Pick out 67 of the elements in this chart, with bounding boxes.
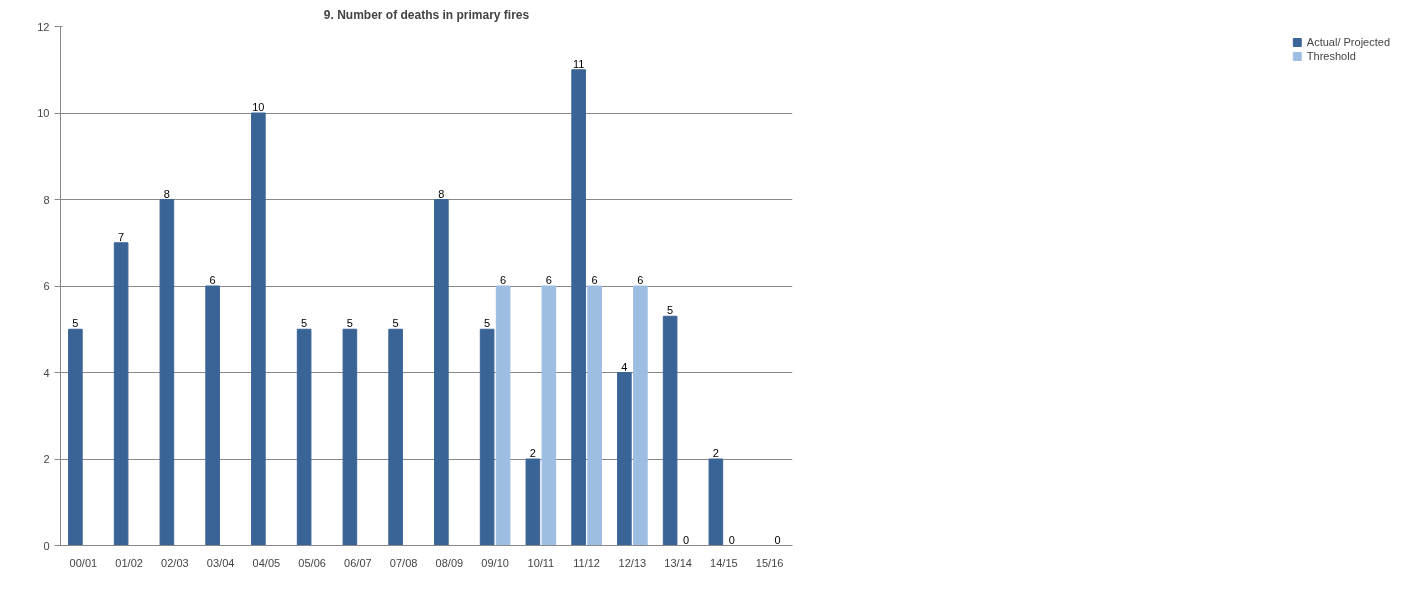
bar: [662, 315, 678, 546]
x-tick-label: 11/12: [573, 556, 600, 569]
y-tick-label: 4: [43, 366, 50, 379]
y-tick-label: 2: [43, 453, 50, 465]
x-tick-label: 01/02: [115, 556, 143, 569]
bar: [571, 69, 586, 546]
x-tick-label: 12/13: [618, 556, 647, 569]
bar: [708, 458, 724, 546]
data-label: 5: [72, 317, 79, 330]
y-tick-label: 10: [37, 107, 50, 119]
data-label: 2: [529, 447, 536, 459]
x-tick-label: 08/09: [435, 556, 464, 569]
data-label: 5: [301, 317, 308, 330]
x-tick-label: 06/07: [344, 556, 372, 569]
bar: [251, 112, 266, 546]
data-label: 4: [621, 360, 628, 373]
x-tick-label: 09/10: [481, 556, 509, 569]
data-label: 11: [572, 57, 585, 70]
x-tick-label: 00/01: [69, 556, 98, 569]
x-tick-label: 04/05: [252, 556, 281, 569]
data-label: 5: [392, 317, 399, 330]
bar: [205, 285, 220, 546]
y-tick-label: 6: [43, 280, 50, 292]
data-label: 5: [346, 317, 353, 330]
data-label: 7: [118, 230, 125, 243]
data-label: 6: [545, 274, 552, 286]
y-tick-label: 0: [43, 539, 50, 552]
x-tick-label: 07/08: [389, 556, 418, 569]
bar: [541, 285, 557, 546]
bar: [587, 285, 602, 546]
data-label: 8: [163, 187, 170, 200]
bar: [159, 199, 175, 546]
legend-label: Threshold: [1306, 50, 1356, 62]
data-label: 6: [637, 274, 644, 286]
bar: [113, 242, 129, 546]
bar: [479, 328, 495, 546]
data-label: 10: [252, 101, 265, 113]
bar: [617, 372, 632, 546]
data-label: 0: [683, 533, 690, 546]
x-tick-label: 03/04: [206, 556, 235, 569]
bar: [388, 328, 403, 546]
x-tick-label: 14/15: [710, 556, 738, 569]
x-tick-label: 10/11: [527, 556, 555, 569]
bar: [633, 285, 648, 546]
bar: [296, 328, 312, 546]
data-label: 2: [712, 447, 719, 459]
legend-label: Actual/ Projected: [1306, 36, 1390, 48]
data-label: 6: [591, 274, 598, 286]
bar: [525, 458, 541, 546]
x-tick-label: 05/06: [298, 556, 326, 569]
data-label: 0: [728, 533, 735, 546]
x-tick-label: 15/16: [755, 556, 784, 569]
data-label: 5: [484, 317, 491, 330]
data-label: 6: [500, 274, 507, 286]
data-label: 8: [438, 187, 445, 200]
bar: [342, 328, 358, 546]
x-tick-label: 13/14: [664, 556, 692, 569]
bar: [434, 199, 449, 546]
data-label: 0: [774, 533, 781, 546]
y-tick-label: 8: [43, 193, 50, 206]
data-label: 5: [667, 304, 674, 317]
y-tick-label: 12: [37, 20, 50, 33]
x-tick-label: 02/03: [161, 556, 189, 569]
bar: [68, 328, 83, 546]
chart-title: 9. Number of deaths in primary fires: [323, 7, 530, 22]
bar: [495, 285, 511, 546]
data-label: 6: [209, 274, 216, 286]
